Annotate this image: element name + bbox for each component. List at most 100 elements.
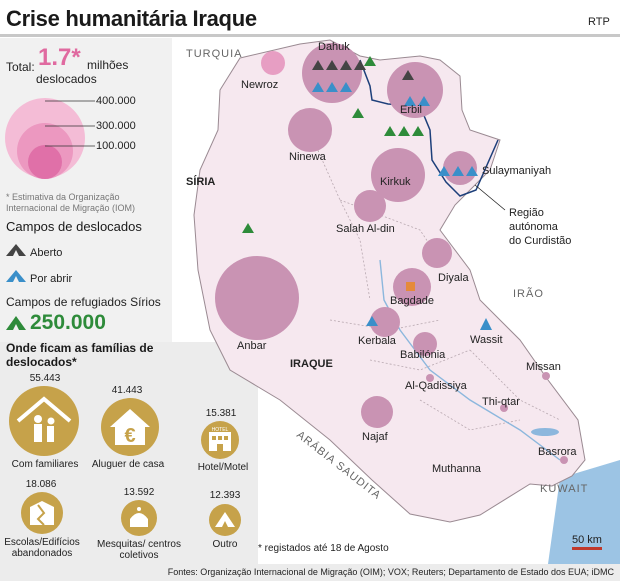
size-legend-100k: 100.000 bbox=[96, 140, 136, 152]
bubble-diyala bbox=[422, 238, 452, 268]
sources-text: Fontes: Organização Internacional de Mig… bbox=[167, 567, 614, 577]
total-unit-2: deslocados bbox=[36, 72, 97, 86]
camp-legend-icons bbox=[6, 244, 26, 282]
label-anbar: Anbar bbox=[237, 340, 267, 352]
total-value: 1.7* bbox=[38, 44, 81, 71]
size-legend-circle-100k bbox=[28, 145, 62, 179]
sources-bar: Fontes: Organização Internacional de Mig… bbox=[0, 564, 620, 581]
label-ninewa: Ninewa bbox=[289, 151, 327, 163]
family-label-other: Outro bbox=[212, 539, 238, 550]
family-value-mosques: 13.592 bbox=[123, 487, 155, 498]
label-kirkuk: Kirkuk bbox=[380, 176, 411, 188]
label-babilonia: Babilónia bbox=[400, 349, 446, 361]
family-label-hotel: Hotel/Motel bbox=[197, 462, 249, 473]
family-value-relatives: 55.443 bbox=[29, 373, 61, 384]
family-hotel-icon: HOTEL bbox=[201, 421, 239, 459]
size-legend-400k: 400.000 bbox=[96, 95, 136, 107]
brand-logo: RTP bbox=[588, 16, 610, 28]
family-value-schools: 18.086 bbox=[25, 479, 57, 490]
river bbox=[379, 259, 561, 461]
tent-open-icon bbox=[6, 244, 26, 256]
scale-bar bbox=[572, 547, 602, 550]
bubble-erbil bbox=[387, 62, 443, 118]
marsh bbox=[531, 428, 559, 436]
label-sulaymaniyah: Sulaymaniyah bbox=[482, 165, 551, 177]
bubble-kirkuk bbox=[371, 148, 425, 202]
label-basrora: Basrora bbox=[538, 446, 577, 458]
bubble-ninewa bbox=[288, 108, 332, 152]
label-kurdistan-1: Região bbox=[509, 207, 544, 219]
label-turquia: TURQUIA bbox=[186, 48, 243, 60]
oim-note: * Estimativa da Organização Internaciona… bbox=[6, 192, 136, 213]
family-relatives-icon bbox=[9, 386, 79, 456]
refugees-title: Campos de refugiados Sírios bbox=[6, 295, 161, 309]
label-najaf: Najaf bbox=[362, 431, 389, 443]
total-unit: milhões bbox=[87, 58, 129, 72]
tent-soon-icon bbox=[6, 270, 26, 282]
label-bagdade: Bagdade bbox=[390, 295, 434, 307]
label-irao: IRÃO bbox=[513, 287, 544, 300]
size-legend bbox=[5, 98, 95, 179]
header-divider bbox=[0, 34, 620, 37]
family-value-rent: 41.443 bbox=[111, 385, 143, 396]
family-other-icon bbox=[209, 504, 241, 536]
label-diyala: Diyala bbox=[438, 272, 469, 284]
family-label-mosques: Mesquitas/ centros coletivos bbox=[97, 539, 181, 561]
label-muthanna: Muthanna bbox=[432, 463, 482, 475]
dahuk-camps-open bbox=[312, 60, 414, 80]
label-erbil: Erbil bbox=[400, 104, 422, 116]
camps-title: Campos de deslocados bbox=[6, 219, 142, 234]
family-mosque-icon bbox=[121, 500, 157, 536]
family-schools-icon bbox=[21, 492, 63, 534]
bubble-najaf bbox=[361, 396, 393, 428]
bubble-thi-qtar bbox=[500, 404, 508, 412]
legend-panel bbox=[0, 38, 172, 342]
family-value-other: 12.393 bbox=[209, 490, 241, 501]
bubble-missan bbox=[542, 372, 550, 380]
hotel-sign: HOTEL bbox=[212, 427, 229, 433]
family-label-relatives: Com familiares bbox=[11, 459, 79, 470]
label-kerbala: Kerbala bbox=[358, 335, 397, 347]
displacement-bubbles bbox=[215, 43, 568, 464]
camps-soon bbox=[312, 82, 492, 330]
camp-soon-label: Por abrir bbox=[30, 273, 73, 285]
total-label: Total: bbox=[6, 60, 35, 74]
family-rent-icon: € bbox=[101, 398, 159, 456]
bubble-kerbala bbox=[370, 307, 400, 337]
scale-label: 50 km bbox=[572, 534, 602, 546]
camp-open-label: Aberto bbox=[30, 247, 63, 259]
label-siria: SÍRIA bbox=[186, 175, 215, 188]
family-value-hotel: 15.381 bbox=[205, 408, 237, 419]
label-kuwait: KUWAIT bbox=[540, 483, 588, 495]
label-dahuk: Dahuk bbox=[318, 41, 350, 53]
families-title: Onde ficam as famílias de deslocados* bbox=[6, 341, 154, 369]
persian-gulf bbox=[548, 460, 620, 564]
label-kurdistan-2: autónoma bbox=[509, 221, 559, 233]
bubble-al-qadissiya bbox=[426, 374, 434, 382]
label-missan: Missan bbox=[526, 361, 561, 373]
bubble-basrora bbox=[560, 456, 568, 464]
bubble-anbar bbox=[215, 256, 299, 340]
label-al-qadissiya: Al-Qadissiya bbox=[405, 380, 468, 392]
syrian-camps bbox=[242, 56, 424, 233]
iraq-map: TURQUIA SÍRIA IRAQUE IRÃO ARÁBIA SAUDITA… bbox=[186, 39, 620, 564]
bubble-salah-al-din bbox=[354, 190, 386, 222]
label-wassit: Wassit bbox=[470, 334, 503, 346]
bubble-sulaymaniyah bbox=[443, 151, 477, 185]
kurdistan-border bbox=[359, 59, 499, 197]
family-label-rent: Aluguer de casa bbox=[91, 459, 165, 470]
bubble-newroz bbox=[261, 51, 285, 75]
label-salah-al-din: Salah Al-din bbox=[336, 223, 395, 235]
bagdade-capital-icon bbox=[406, 282, 415, 291]
family-label-schools: Escolas/Edifícios abandonados bbox=[4, 537, 80, 559]
iraq-land bbox=[193, 39, 586, 523]
svg-text:€: € bbox=[124, 425, 135, 447]
page-title: Crise humanitária Iraque bbox=[6, 6, 257, 31]
label-iraque: IRAQUE bbox=[290, 358, 333, 370]
syrian-camp-icon bbox=[6, 316, 26, 330]
label-newroz: Newroz bbox=[241, 79, 278, 91]
refugees-value: 250.000 bbox=[30, 311, 106, 334]
size-legend-300k: 300.000 bbox=[96, 120, 136, 132]
bubble-babilonia bbox=[413, 332, 437, 356]
label-thi-qtar: Thi-qtar bbox=[482, 396, 520, 408]
